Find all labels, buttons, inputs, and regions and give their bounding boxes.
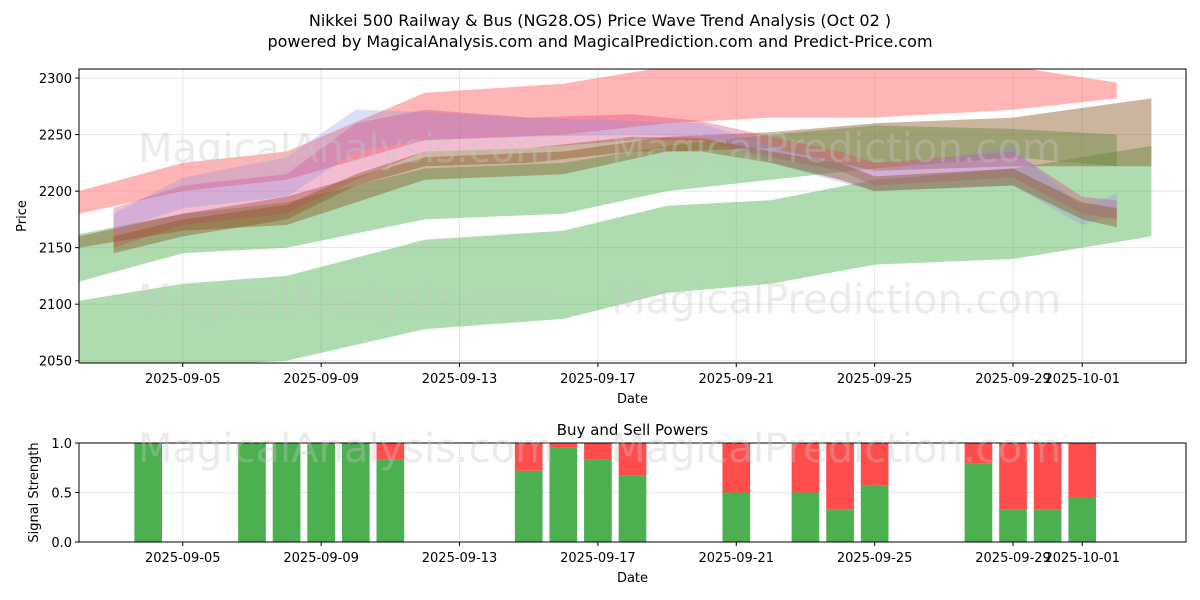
signal-y-tick-label-2: 1.0 xyxy=(51,437,72,452)
buy-bar-0 xyxy=(134,443,163,542)
sell-bar-9 xyxy=(618,443,647,476)
buy-bar-10 xyxy=(722,492,751,542)
signal-x-tick-label-3: 2025-09-17 xyxy=(560,551,636,566)
signal-chart-title: Buy and Sell Powers xyxy=(557,421,709,439)
price-x-tick-label-7: 2025-10-01 xyxy=(1044,372,1120,387)
band-green-band-upper xyxy=(79,125,1117,282)
sell-bar-8 xyxy=(584,443,612,460)
band-blue-wave xyxy=(113,109,1117,231)
watermark-text-3: MagicalPrediction.com xyxy=(611,277,1061,323)
buy-bar-15 xyxy=(999,509,1027,542)
watermark-text-2: MagicalAnalysis.com xyxy=(138,277,554,323)
chart-title-line1: Nikkei 500 Railway & Bus (NG28.OS) Price… xyxy=(309,11,891,30)
sell-bar-6 xyxy=(514,443,543,471)
buy-bar-11 xyxy=(791,492,820,542)
buy-bar-13 xyxy=(860,485,889,542)
buy-bar-14 xyxy=(964,463,993,542)
price-x-tick-label-4: 2025-09-21 xyxy=(699,372,775,387)
buy-bar-1 xyxy=(238,443,266,542)
sell-bar-10 xyxy=(722,443,751,493)
price-y-tick-label-5: 2300 xyxy=(39,72,72,87)
signal-x-tick-label-7: 2025-10-01 xyxy=(1044,551,1120,566)
buy-bar-17 xyxy=(1068,497,1097,542)
watermark-text-5: MagicalPrediction.com xyxy=(611,426,1061,472)
sell-bar-11 xyxy=(791,443,820,493)
buy-bar-9 xyxy=(618,475,647,542)
buy-bar-6 xyxy=(514,470,543,542)
price-y-tick-label-2: 2150 xyxy=(39,242,72,257)
buy-bar-7 xyxy=(549,447,578,542)
signal-x-tick-label-4: 2025-09-21 xyxy=(699,551,775,566)
price-y-tick-label-1: 2100 xyxy=(39,298,72,313)
price-y-tick-label-3: 2200 xyxy=(39,185,72,200)
price-x-tick-label-1: 2025-09-09 xyxy=(283,372,359,387)
chart-title-line2: powered by MagicalAnalysis.com and Magic… xyxy=(267,32,932,51)
signal-x-tick-label-6: 2025-09-29 xyxy=(975,551,1051,566)
buy-bar-3 xyxy=(307,443,335,542)
signal-x-tick-label-2: 2025-09-13 xyxy=(422,551,498,566)
sell-bar-17 xyxy=(1068,443,1097,498)
band-dark-brown-wave xyxy=(113,136,1117,254)
buy-bar-2 xyxy=(272,443,301,542)
buy-bar-12 xyxy=(826,509,854,542)
sell-bar-13 xyxy=(860,443,889,486)
watermark-text-4: MagicalAnalysis.com xyxy=(138,426,554,472)
price-x-axis-label: Date xyxy=(617,392,648,407)
band-red-band-wide xyxy=(79,69,1117,214)
price-x-tick-label-5: 2025-09-25 xyxy=(837,372,913,387)
sell-bar-14 xyxy=(964,443,993,464)
band-green-band-lower xyxy=(79,168,1152,363)
price-y-tick-label-0: 2050 xyxy=(39,355,72,370)
sell-bar-7 xyxy=(549,443,578,448)
price-plot-frame xyxy=(78,68,1187,364)
sell-bar-12 xyxy=(826,443,854,510)
buy-bar-16 xyxy=(1033,509,1062,542)
band-pink-wave xyxy=(113,109,1117,248)
watermark-text-0: MagicalAnalysis.com xyxy=(138,126,554,172)
band-green-band-middle xyxy=(79,145,1152,324)
price-panel: 2025-09-05 2025-09-09 2025-09-13 2025-09-17… xyxy=(15,68,1187,407)
sell-bar-16 xyxy=(1033,443,1062,510)
sell-bar-5 xyxy=(376,443,405,460)
signal-y-axis-label: Signal Strength xyxy=(27,442,42,542)
band-brown-band xyxy=(79,98,1152,248)
price-x-tick-label-2: 2025-09-13 xyxy=(422,372,498,387)
watermark-text-1: MagicalPrediction.com xyxy=(611,126,1061,172)
price-x-tick-label-3: 2025-09-17 xyxy=(560,372,636,387)
signal-x-tick-label-0: 2025-09-05 xyxy=(145,551,221,566)
buy-bar-5 xyxy=(376,459,405,542)
sell-bar-15 xyxy=(999,443,1027,510)
price-y-tick-label-4: 2250 xyxy=(39,129,72,144)
signal-y-tick-label-0: 0.0 xyxy=(51,536,72,551)
signal-x-tick-label-1: 2025-09-09 xyxy=(283,551,359,566)
signal-x-tick-label-5: 2025-09-25 xyxy=(837,551,913,566)
signal-y-tick-label-1: 0.5 xyxy=(51,487,72,502)
price-bands xyxy=(79,69,1152,363)
buy-bar-8 xyxy=(584,459,612,542)
price-x-tick-label-0: 2025-09-05 xyxy=(145,372,221,387)
price-y-axis-label: Price xyxy=(15,200,30,232)
price-x-tick-label-6: 2025-09-29 xyxy=(975,372,1051,387)
watermark-layer: MagicalAnalysis.com MagicalPrediction.com… xyxy=(138,126,1061,472)
buy-bar-4 xyxy=(341,443,370,542)
signal-x-axis-label: Date xyxy=(617,571,648,586)
signal-panel: Buy and Sell Powers 2025-09-05 2025-09-09 2… xyxy=(27,421,1187,586)
